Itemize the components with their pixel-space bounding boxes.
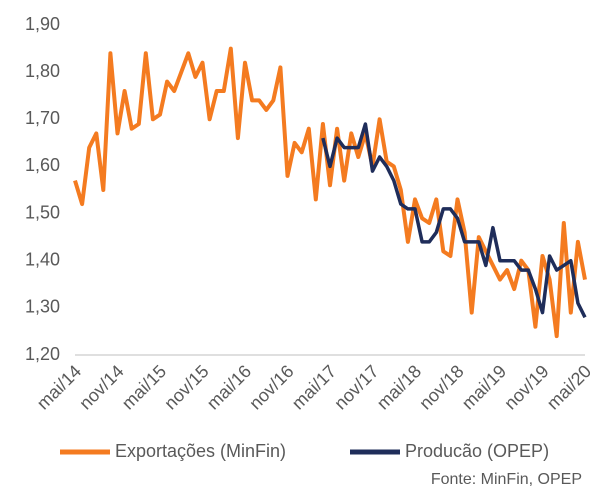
source: Fonte: MinFin, OPEP [431,471,582,488]
y-tick-label: 1,40 [25,249,60,269]
legend-label: Producão (OPEP) [405,441,549,461]
x-tick-label: mai/18 [373,361,425,413]
x-tick-label: mai/19 [458,361,510,413]
x-tick-label: nov/18 [415,361,467,413]
x-tick-label: nov/19 [500,361,552,413]
y-tick-label: 1,60 [25,155,60,175]
y-tick-label: 1,80 [25,61,60,81]
y-tick-label: 1,70 [25,108,60,128]
series-line [73,46,587,339]
x-tick-label: nov/14 [75,361,127,413]
x-tick-label: mai/17 [288,361,340,413]
x-tick-label: nov/15 [160,361,212,413]
y-tick-label: 1,50 [25,202,60,222]
x-tick-label: mai/20 [543,361,590,413]
x-tick-label: nov/16 [245,361,297,413]
legend-label: Exportações (MinFin) [115,441,286,461]
y-tick-label: 1,30 [25,297,60,317]
y-tick-label: 1,20 [25,344,60,364]
x-tick-label: mai/15 [118,361,170,413]
series-line [321,122,587,319]
x-tick-label: mai/16 [203,361,255,413]
x-tick-label: mai/14 [33,361,85,413]
x-tick-label: nov/17 [330,361,382,413]
y-tick-label: 1,90 [25,14,60,34]
